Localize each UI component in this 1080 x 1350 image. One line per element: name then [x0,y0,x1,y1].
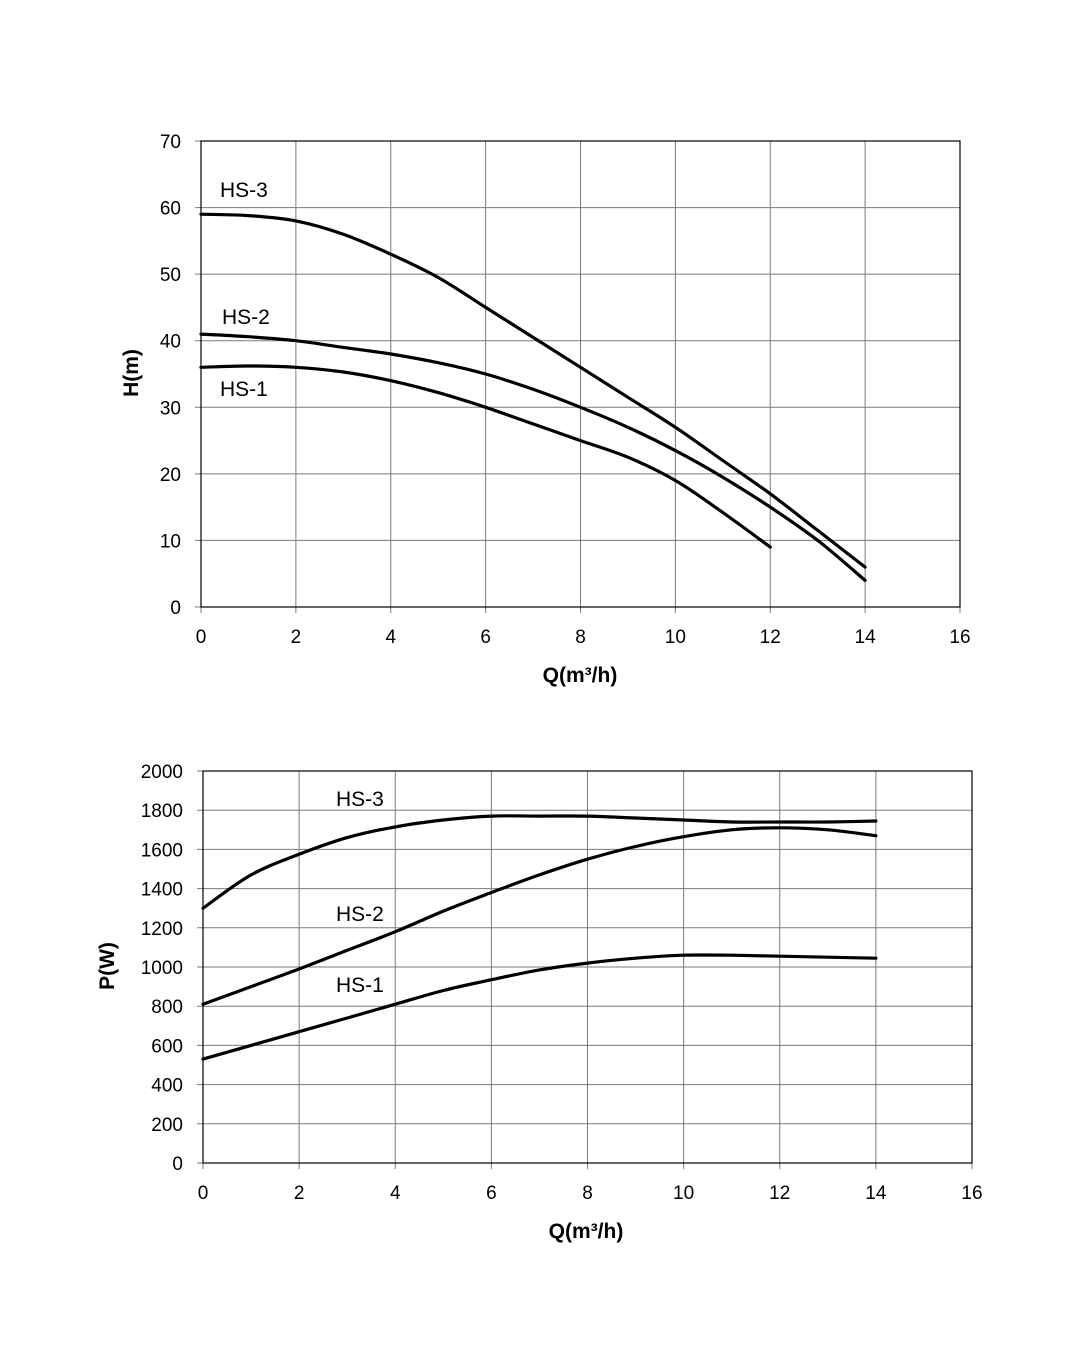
head-chart-curve-hs-3 [199,212,867,569]
power-chart-y-ticks: 0 200 400 600 800 1000 1200 1400 1600 1800 2000 [141,762,183,1175]
head-chart-y-tick-label: 10 [160,531,181,552]
power-chart-x-ticks: 0 2 4 6 8 10 12 14 16 [198,1183,983,1204]
head-chart-x-tick-label: 8 [575,627,586,648]
power-chart-curves [201,814,878,1061]
power-chart-x-tick-label: 12 [769,1183,790,1204]
power-chart-x-axis-label: Q(m³/h) [549,1220,624,1243]
power-chart-curve-hs-3 [201,814,878,910]
head-chart-grid [195,140,961,613]
power-chart-x-tick-label: 4 [390,1183,401,1204]
head-chart-y-tick-label: 30 [160,398,181,419]
head-chart-y-tick-label: 0 [170,598,181,619]
power-chart-x-tick-label: 0 [198,1183,209,1204]
power-chart-x-tick-label: 16 [961,1183,982,1204]
power-chart-y-tick-label: 800 [151,997,183,1018]
head-chart-curve-hs-2 [199,332,867,582]
head-chart-x-tick-label: 2 [291,627,302,648]
head-chart-x-axis-label: Q(m³/h) [543,664,618,687]
head-chart-x-tick-label: 10 [665,627,686,648]
power-chart: 0 2 4 6 8 10 12 14 16 0 200 400 600 800 1000 1200 1400 1… [96,762,983,1243]
power-chart-y-tick-label: 1200 [141,919,183,940]
power-chart-y-axis-label: P(W) [96,942,119,990]
head-chart-y-tick-label: 20 [160,465,181,486]
head-chart-x-tick-label: 4 [385,627,396,648]
head-chart-plot-frame [200,140,961,608]
power-chart-curve-hs-1 [201,953,878,1061]
head-chart-series-label-hs1: HS-1 [220,378,268,401]
power-chart-x-tick-label: 10 [673,1183,694,1204]
power-chart-y-tick-label: 1800 [141,801,183,822]
power-chart-y-tick-label: 2000 [141,762,183,783]
power-chart-y-tick-label: 0 [172,1154,183,1175]
head-chart-x-tick-label: 0 [196,627,207,648]
head-chart-y-tick-label: 70 [160,132,181,153]
head-chart-y-ticks: 0 10 20 30 40 50 60 70 [160,132,181,619]
head-chart-curve-hs-1 [199,364,772,549]
power-chart-x-tick-label: 8 [582,1183,593,1204]
power-chart-y-tick-label: 400 [151,1076,183,1097]
head-chart-y-tick-label: 50 [160,265,181,286]
power-chart-y-tick-label: 600 [151,1036,183,1057]
head-chart-x-tick-label: 16 [949,627,970,648]
power-chart-grid [197,770,973,1169]
power-chart-x-tick-label: 14 [865,1183,887,1204]
head-chart-curves [199,212,867,582]
power-chart-curve-hs-2 [201,826,878,1006]
head-chart-x-ticks: 0 2 4 6 8 10 12 14 16 [196,627,971,648]
head-chart-series-label-hs2: HS-2 [222,306,270,329]
power-chart-y-tick-label: 1000 [141,958,183,979]
head-chart-series-label-hs3: HS-3 [220,179,268,202]
power-chart-y-tick-label: 1400 [141,880,183,901]
power-chart-y-tick-label: 1600 [141,840,183,861]
head-chart-y-tick-label: 40 [160,332,181,353]
head-chart-y-axis-label: H(m) [120,349,143,397]
power-chart-x-tick-label: 2 [294,1183,305,1204]
power-chart-y-tick-label: 200 [151,1115,183,1136]
head-chart-y-tick-label: 60 [160,199,181,220]
power-chart-plot-frame [202,770,973,1164]
power-chart-series-label-hs3: HS-3 [336,788,384,811]
power-chart-x-tick-label: 6 [486,1183,497,1204]
head-chart-x-tick-label: 14 [855,627,877,648]
head-chart-x-tick-label: 12 [760,627,781,648]
head-chart-x-tick-label: 6 [480,627,491,648]
power-chart-series-label-hs1: HS-1 [336,974,384,997]
power-chart-series-label-hs2: HS-2 [336,903,384,926]
